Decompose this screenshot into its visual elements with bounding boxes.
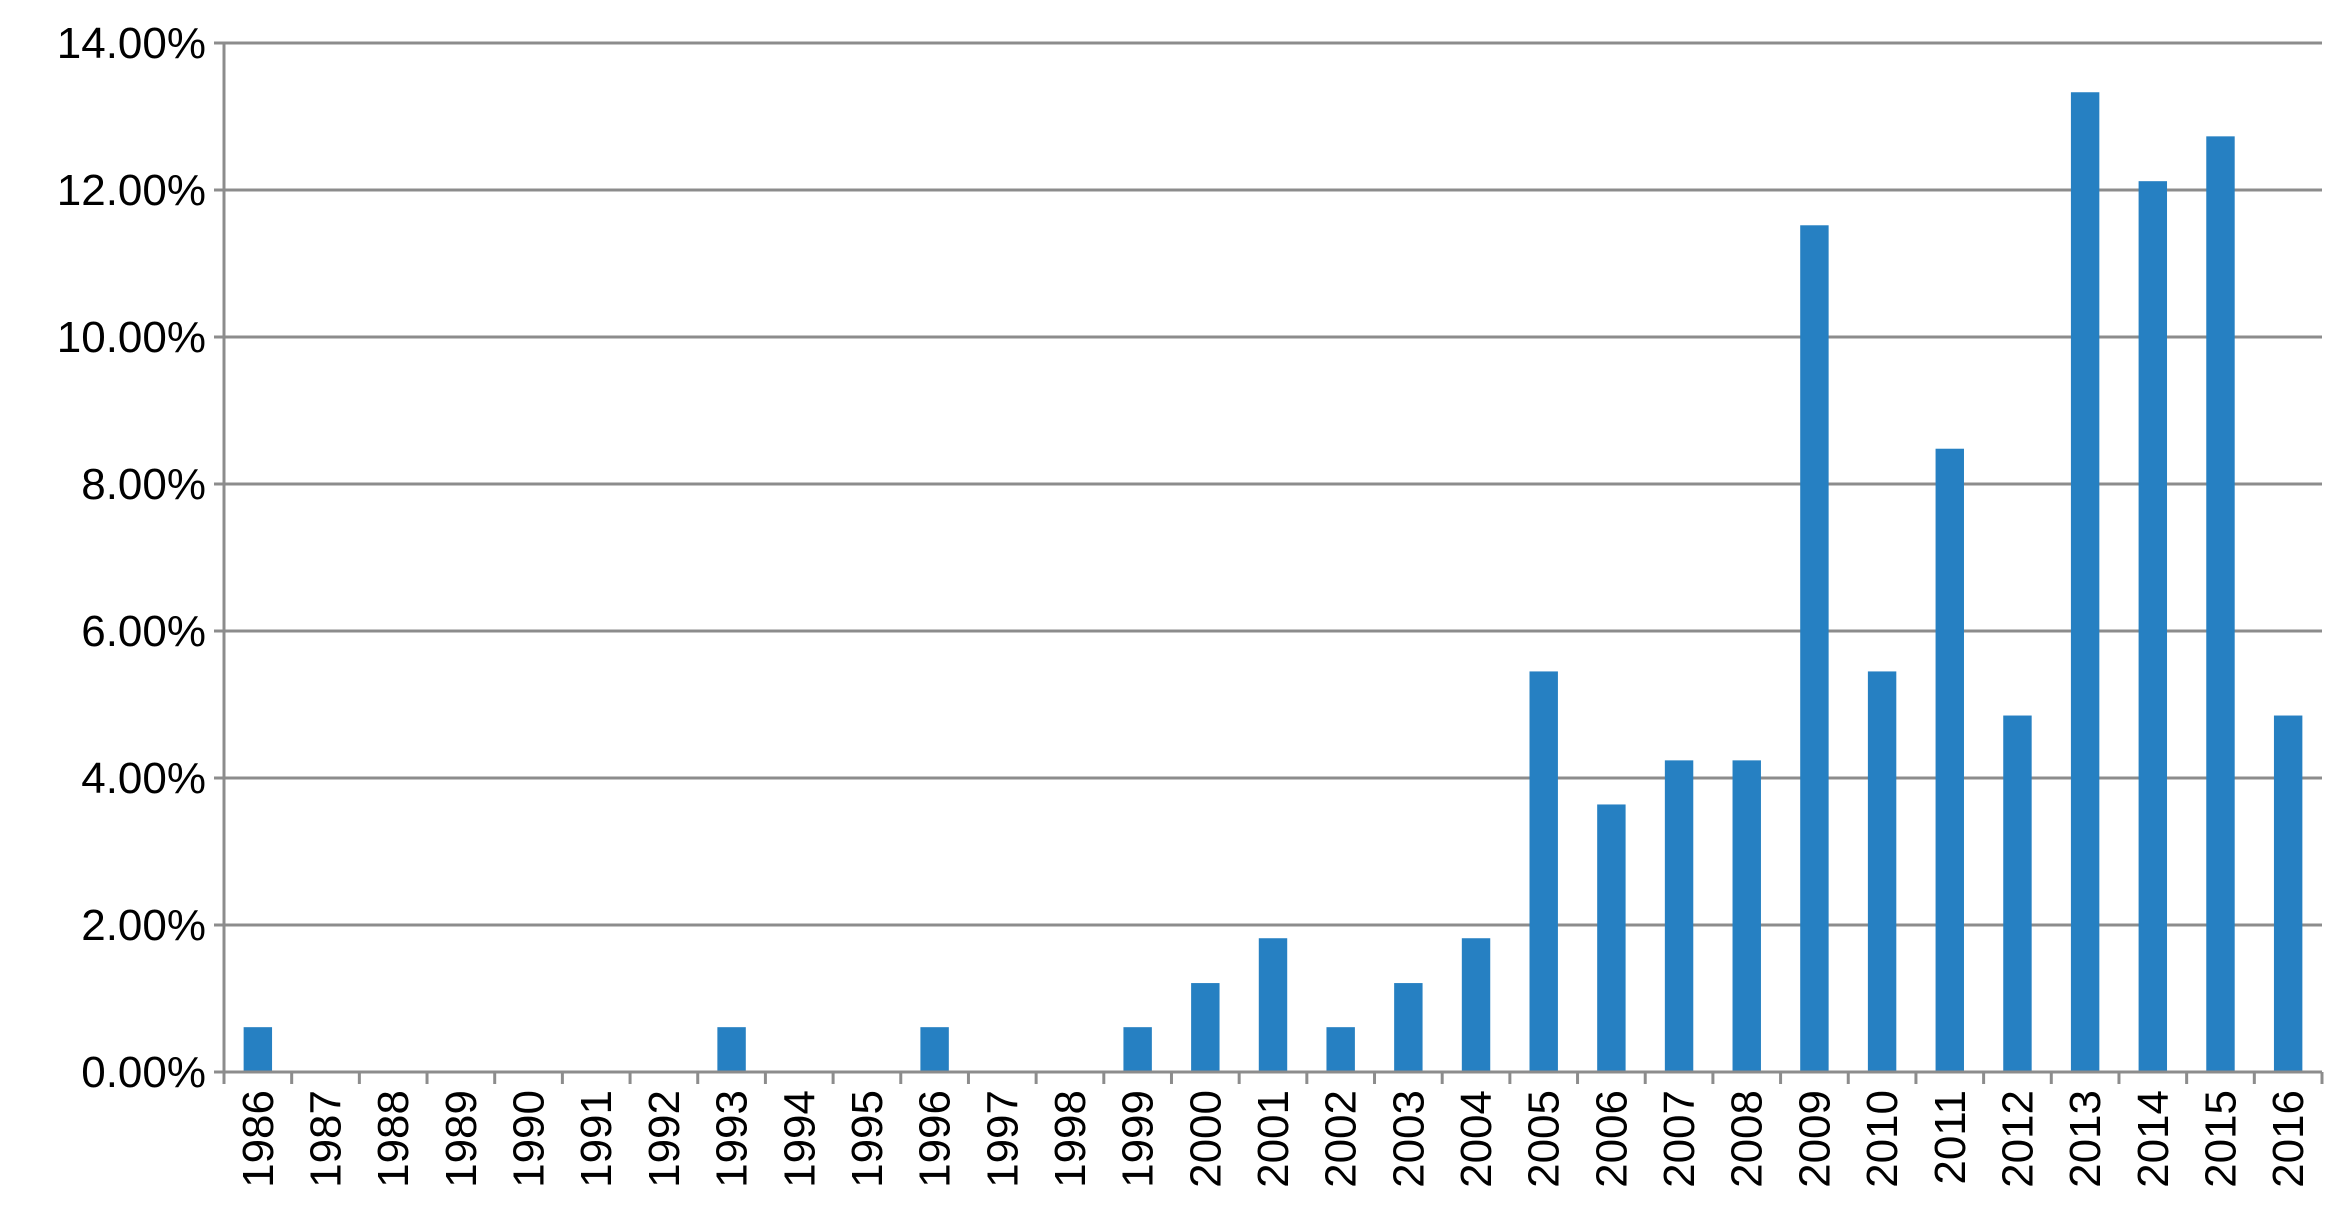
x-tick-label: 2001 — [1249, 1090, 1298, 1188]
x-tick-label: 1999 — [1114, 1090, 1163, 1188]
bar-2012 — [2003, 715, 2032, 1072]
bar-2001 — [1258, 938, 1288, 1072]
x-tick-label: 2000 — [1181, 1090, 1230, 1188]
y-tick-label: 14.00% — [57, 19, 206, 68]
x-tick-label: 2005 — [1520, 1090, 1569, 1188]
x-tick-labels: 1986 1987 1988 1989 1990 1991 1992 1993 1994 1995… — [234, 1090, 2313, 1188]
bar-2002 — [1326, 1027, 1355, 1072]
bar-2003 — [1394, 983, 1423, 1072]
y-tick-label: 12.00% — [57, 166, 206, 215]
x-tick-label: 1986 — [234, 1090, 283, 1188]
bars — [243, 92, 2303, 1073]
x-tick-label: 1988 — [369, 1090, 418, 1188]
y-tick-label: 4.00% — [81, 754, 206, 803]
bar-2004 — [1461, 938, 1491, 1072]
bar-2014 — [2138, 181, 2168, 1072]
x-tick-label: 2015 — [2196, 1090, 2245, 1188]
x-tick-label: 1997 — [978, 1090, 1027, 1188]
y-tick-label: 0.00% — [81, 1048, 206, 1097]
x-tick-label: 2008 — [1723, 1090, 1772, 1188]
y-tick-label: 8.00% — [81, 460, 206, 509]
bar-1996 — [920, 1027, 949, 1072]
y-tick-label: 2.00% — [81, 901, 206, 950]
x-tick-label: 1991 — [572, 1090, 621, 1188]
x-tick-label: 1987 — [302, 1090, 351, 1188]
x-tick-label: 2006 — [1587, 1090, 1636, 1188]
x-tick-label: 1990 — [505, 1090, 554, 1188]
axes — [214, 41, 2324, 1084]
bar-2008 — [1732, 760, 1761, 1072]
x-tick-label: 2014 — [2129, 1090, 2178, 1188]
y-tick-label: 6.00% — [81, 607, 206, 656]
x-tick-label: 1994 — [775, 1090, 824, 1188]
x-tick-label: 2009 — [1790, 1090, 1839, 1188]
bar-2000 — [1191, 983, 1220, 1072]
bar-1999 — [1123, 1027, 1152, 1072]
bar-2015 — [2206, 136, 2235, 1073]
bar-2016 — [2273, 715, 2303, 1072]
x-tick-label: 1993 — [708, 1090, 757, 1188]
x-tick-label: 1989 — [437, 1090, 486, 1188]
bar-2005 — [1529, 671, 1558, 1072]
bar-1993 — [717, 1027, 746, 1072]
bar-2006 — [1597, 804, 1626, 1072]
x-tick-label: 2002 — [1317, 1090, 1366, 1188]
y-tick-label: 10.00% — [57, 313, 206, 362]
bar-2011 — [1935, 448, 1964, 1073]
x-tick-label: 2007 — [1655, 1090, 1704, 1188]
x-tick-label: 1998 — [1046, 1090, 1095, 1188]
bar-1986 — [243, 1027, 273, 1072]
x-tick-label: 2012 — [1993, 1090, 2042, 1188]
x-tick-label: 2004 — [1452, 1090, 1501, 1188]
x-tick-label: 1992 — [640, 1090, 689, 1188]
x-tick-label: 2010 — [1858, 1090, 1907, 1188]
bar-2013 — [2070, 92, 2100, 1073]
bar-2007 — [1664, 760, 1694, 1072]
x-tick-label: 2016 — [2264, 1090, 2313, 1188]
bar-2010 — [1867, 671, 1897, 1072]
x-tick-label: 2003 — [1384, 1090, 1433, 1188]
x-tick-label: 2011 — [1926, 1090, 1975, 1185]
x-tick-label: 1996 — [911, 1090, 960, 1188]
bar-2009 — [1800, 225, 1829, 1072]
x-tick-label: 1995 — [843, 1090, 892, 1188]
y-tick-labels: 0.00% 2.00% 4.00% 6.00% 8.00% 10.00% 12.00% 14.… — [57, 19, 206, 1097]
gridlines — [224, 41, 2322, 927]
x-tick-label: 2013 — [2061, 1090, 2110, 1188]
